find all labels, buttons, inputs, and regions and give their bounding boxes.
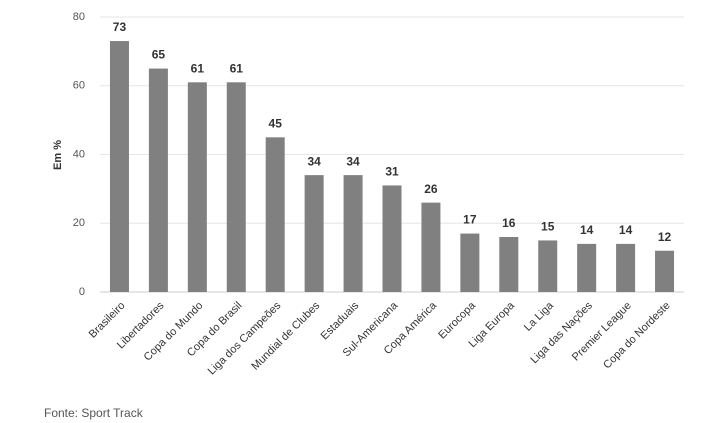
bar	[148, 68, 168, 292]
y-tick-label: 40	[73, 148, 85, 160]
value-label: 14	[619, 223, 633, 237]
bar	[655, 250, 675, 292]
bar	[577, 243, 597, 292]
value-label: 14	[580, 223, 594, 237]
value-label: 17	[463, 213, 477, 227]
bar	[187, 82, 207, 292]
bar	[265, 137, 285, 292]
bar	[499, 237, 519, 292]
value-label: 65	[152, 48, 166, 62]
source: Fonte: Sport Track	[44, 406, 144, 420]
value-label: 45	[269, 116, 283, 130]
value-label: 16	[502, 216, 516, 230]
value-label: 34	[307, 154, 321, 168]
bar	[616, 243, 636, 292]
value-label: 26	[424, 182, 438, 196]
x-tick-label: Mundial de Clubes	[249, 299, 322, 372]
y-axis-label: Em %	[52, 140, 64, 170]
y-tick-label: 0	[79, 286, 85, 298]
y-tick-label: 20	[73, 217, 85, 229]
value-label: 12	[658, 230, 672, 244]
value-label: 73	[113, 20, 127, 34]
bar	[382, 185, 402, 292]
bar	[421, 202, 441, 292]
y-tick-label: 60	[73, 80, 85, 92]
bar	[304, 175, 324, 292]
bar	[460, 233, 480, 292]
bar	[538, 240, 558, 292]
value-label: 61	[230, 61, 244, 75]
y-tick-label: 80	[73, 11, 85, 23]
value-label: 34	[346, 154, 360, 168]
x-tick-label: Brasileiro	[87, 300, 128, 341]
value-label: 61	[191, 61, 205, 75]
x-tick-label: Liga dos Campeões	[206, 299, 284, 377]
value-label: 31	[385, 165, 399, 179]
bar	[109, 41, 129, 292]
bar	[226, 82, 246, 292]
x-tick-label: La Liga	[522, 299, 557, 334]
x-tick-label: Copa do Nordeste	[601, 300, 673, 372]
bar	[343, 175, 363, 292]
value-label: 15	[541, 220, 555, 234]
